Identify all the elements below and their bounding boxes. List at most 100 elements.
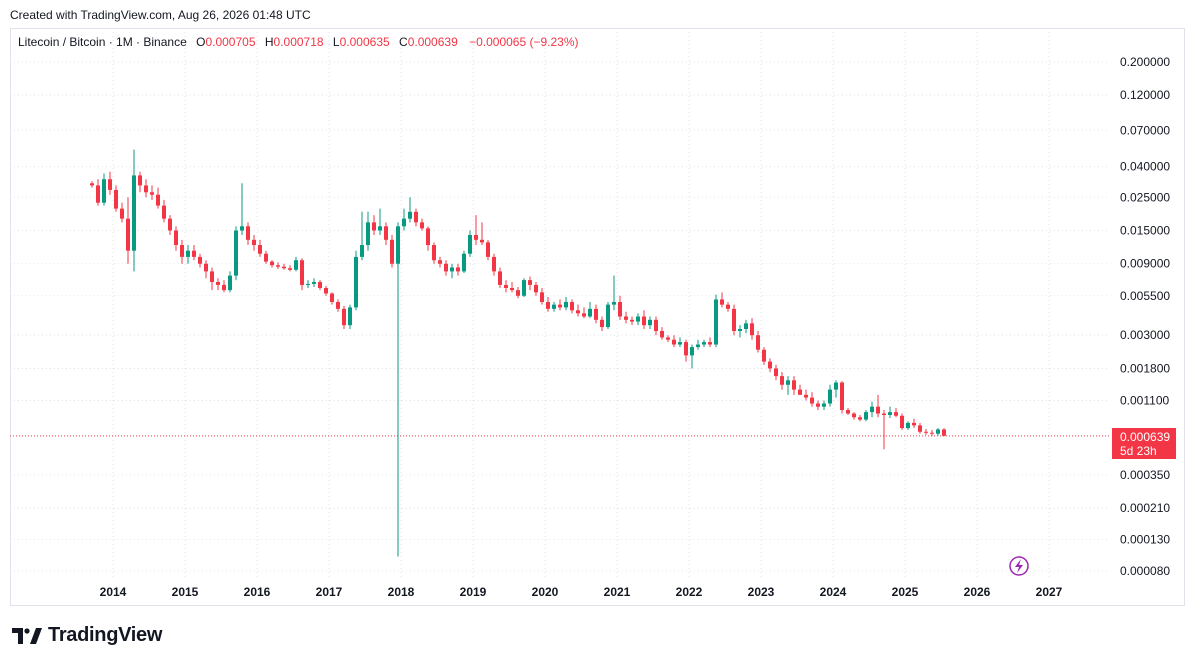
tradingview-logo-icon bbox=[12, 627, 42, 644]
y-axis: 0.200000 0.120000 0.070000 0.040000 0.025000… bbox=[1120, 55, 1170, 578]
candle-body bbox=[276, 265, 280, 267]
candle-body bbox=[144, 185, 148, 193]
candle bbox=[354, 250, 358, 311]
candle-body bbox=[444, 263, 448, 272]
candle-body bbox=[708, 342, 712, 345]
candle bbox=[276, 262, 280, 270]
candle bbox=[798, 384, 802, 395]
candle-body bbox=[816, 403, 820, 407]
candle-body bbox=[414, 211, 418, 223]
candle bbox=[600, 316, 604, 332]
candle-body bbox=[828, 389, 832, 404]
candle bbox=[594, 304, 598, 324]
candle-body bbox=[672, 339, 676, 345]
candle-body bbox=[810, 397, 814, 404]
candle bbox=[252, 235, 256, 251]
candle bbox=[390, 235, 394, 268]
candle-body bbox=[216, 281, 220, 285]
candle-body bbox=[714, 299, 718, 345]
candle-body bbox=[420, 222, 424, 229]
candle-body bbox=[552, 304, 556, 309]
candle bbox=[624, 311, 628, 324]
candle bbox=[918, 422, 922, 434]
candle bbox=[474, 215, 478, 246]
candle bbox=[360, 211, 364, 261]
candle-body bbox=[942, 429, 946, 436]
candle-body bbox=[558, 304, 562, 308]
lightning-icon[interactable] bbox=[1009, 556, 1029, 576]
candle bbox=[414, 208, 418, 227]
candle-body bbox=[738, 329, 742, 332]
candle bbox=[864, 410, 868, 422]
candle-body bbox=[654, 319, 658, 332]
candle-body bbox=[600, 319, 604, 328]
candle bbox=[498, 267, 502, 288]
candle-body bbox=[696, 344, 700, 348]
candle bbox=[294, 256, 298, 272]
x-tick-label: 2017 bbox=[316, 585, 343, 599]
candle-body bbox=[588, 308, 592, 317]
candle-body bbox=[768, 361, 772, 369]
close-value: 0.000639 bbox=[407, 35, 458, 49]
open-label: O bbox=[196, 35, 206, 49]
candle bbox=[132, 149, 136, 272]
candle-body bbox=[204, 263, 208, 272]
candle bbox=[804, 389, 808, 401]
candle bbox=[468, 230, 472, 257]
candle bbox=[138, 171, 142, 193]
candle-body bbox=[282, 266, 286, 269]
symbol-label[interactable]: Litecoin / Bitcoin · 1M · Binance bbox=[18, 35, 187, 49]
candle-body bbox=[612, 301, 616, 305]
candle-body bbox=[762, 349, 766, 362]
candle bbox=[606, 301, 610, 330]
candle-body bbox=[876, 406, 880, 414]
y-tick-label: 0.001800 bbox=[1120, 361, 1170, 375]
candle-body bbox=[528, 280, 532, 285]
brand[interactable]: TradingView bbox=[12, 624, 162, 647]
candle bbox=[648, 316, 652, 330]
candle-body bbox=[180, 245, 184, 257]
candle-body bbox=[318, 281, 322, 288]
candle-body bbox=[324, 287, 328, 294]
candle-body bbox=[426, 228, 430, 246]
x-tick-label: 2022 bbox=[676, 585, 703, 599]
candle bbox=[144, 179, 148, 198]
x-tick-label: 2018 bbox=[388, 585, 415, 599]
candle-body bbox=[930, 432, 934, 434]
candle-body bbox=[288, 268, 292, 270]
candle bbox=[516, 286, 520, 299]
candle-body bbox=[456, 267, 460, 272]
candle-body bbox=[660, 331, 664, 338]
candle-body bbox=[96, 185, 100, 203]
candle bbox=[216, 278, 220, 291]
candle bbox=[402, 208, 406, 231]
candle-body bbox=[642, 316, 646, 326]
candle bbox=[318, 280, 322, 291]
candle bbox=[288, 265, 292, 272]
candle bbox=[942, 428, 946, 437]
candle-body bbox=[870, 406, 874, 413]
candle-body bbox=[786, 380, 790, 385]
candle-body bbox=[834, 382, 838, 390]
candle-body bbox=[408, 211, 412, 219]
candle bbox=[756, 331, 760, 353]
candle-body bbox=[138, 175, 142, 186]
candle-body bbox=[732, 308, 736, 332]
candle-body bbox=[918, 425, 922, 432]
x-tick-label: 2027 bbox=[1036, 585, 1063, 599]
candle-body bbox=[846, 410, 850, 414]
x-tick-label: 2019 bbox=[460, 585, 487, 599]
candle-body bbox=[636, 316, 640, 322]
candle bbox=[228, 271, 232, 293]
y-tick-label: 0.000210 bbox=[1120, 501, 1170, 515]
y-tick-label: 0.015000 bbox=[1120, 224, 1170, 238]
candle-body bbox=[486, 242, 490, 257]
candle-body bbox=[222, 284, 226, 291]
candle bbox=[792, 376, 796, 395]
y-tick-label: 0.005500 bbox=[1120, 289, 1170, 303]
high-value: 0.000718 bbox=[273, 35, 324, 49]
candle bbox=[882, 410, 886, 450]
candle-body bbox=[366, 222, 370, 246]
candle bbox=[726, 301, 730, 312]
